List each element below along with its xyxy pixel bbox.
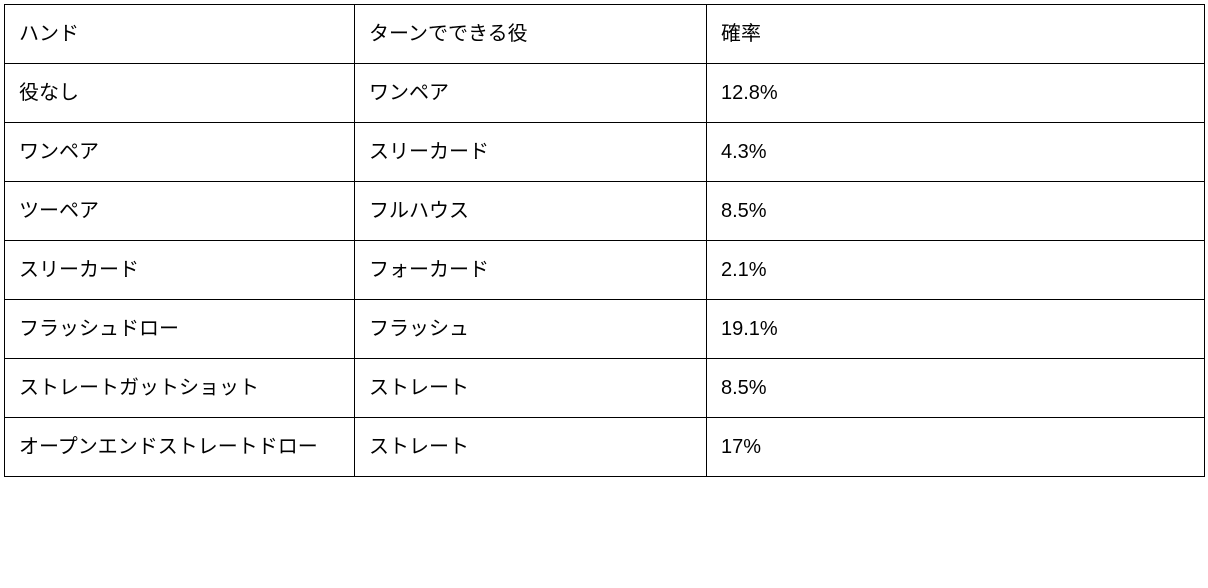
cell-probability: 19.1%: [707, 300, 1205, 359]
table-header-row: ハンド ターンでできる役 確率: [5, 5, 1205, 64]
header-turn-hand: ターンでできる役: [355, 5, 707, 64]
cell-turn-hand: フォーカード: [355, 241, 707, 300]
table-row: ツーペア フルハウス 8.5%: [5, 182, 1205, 241]
cell-hand: ワンペア: [5, 123, 355, 182]
table-row: オープンエンドストレートドロー ストレート 17%: [5, 418, 1205, 477]
table-row: 役なし ワンペア 12.8%: [5, 64, 1205, 123]
cell-hand: オープンエンドストレートドロー: [5, 418, 355, 477]
cell-probability: 2.1%: [707, 241, 1205, 300]
cell-hand: スリーカード: [5, 241, 355, 300]
cell-hand: ツーペア: [5, 182, 355, 241]
cell-probability: 8.5%: [707, 359, 1205, 418]
header-hand: ハンド: [5, 5, 355, 64]
cell-turn-hand: フラッシュ: [355, 300, 707, 359]
cell-probability: 4.3%: [707, 123, 1205, 182]
table-row: スリーカード フォーカード 2.1%: [5, 241, 1205, 300]
header-probability: 確率: [707, 5, 1205, 64]
poker-odds-table: ハンド ターンでできる役 確率 役なし ワンペア 12.8% ワンペア スリーカ…: [4, 4, 1205, 477]
cell-turn-hand: ストレート: [355, 359, 707, 418]
cell-probability: 8.5%: [707, 182, 1205, 241]
table-row: ワンペア スリーカード 4.3%: [5, 123, 1205, 182]
cell-turn-hand: フルハウス: [355, 182, 707, 241]
cell-hand: フラッシュドロー: [5, 300, 355, 359]
cell-probability: 17%: [707, 418, 1205, 477]
cell-probability: 12.8%: [707, 64, 1205, 123]
cell-turn-hand: ワンペア: [355, 64, 707, 123]
cell-turn-hand: ストレート: [355, 418, 707, 477]
table-row: フラッシュドロー フラッシュ 19.1%: [5, 300, 1205, 359]
table-row: ストレートガットショット ストレート 8.5%: [5, 359, 1205, 418]
cell-turn-hand: スリーカード: [355, 123, 707, 182]
cell-hand: ストレートガットショット: [5, 359, 355, 418]
cell-hand: 役なし: [5, 64, 355, 123]
